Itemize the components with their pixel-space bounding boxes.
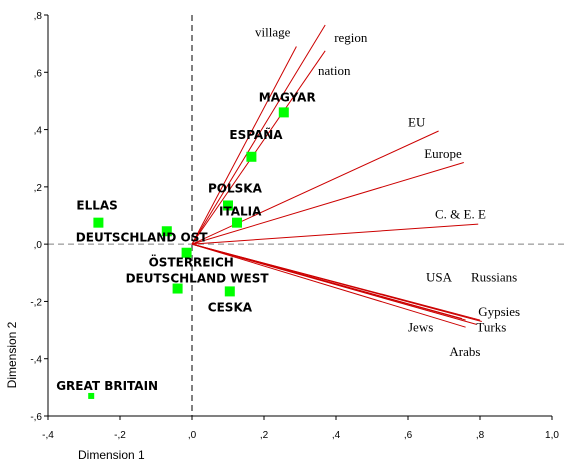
data-point <box>232 217 242 228</box>
data-point <box>224 286 235 297</box>
data-points <box>88 107 289 399</box>
vector-line <box>191 50 326 245</box>
vector-line <box>191 46 297 245</box>
point-label: POLSKA <box>208 181 263 195</box>
x-tick-label: -,4 <box>42 430 54 441</box>
point-label: DEUTSCHLAND OST <box>76 230 209 244</box>
data-point <box>278 107 289 118</box>
axes <box>44 14 553 420</box>
point-label: GREAT BRITAIN <box>56 379 158 393</box>
x-tick-label: ,6 <box>404 430 413 441</box>
y-axis-title: Dimension 2 <box>5 321 19 388</box>
point-label: CESKA <box>208 300 253 314</box>
reference-lines <box>48 15 564 416</box>
y-tick-label: -,4 <box>30 355 42 366</box>
x-tick-label: ,0 <box>188 430 197 441</box>
x-tick-label: ,2 <box>260 430 269 441</box>
data-point <box>246 151 257 162</box>
y-tick-label: ,2 <box>34 183 43 194</box>
vector-label: C. & E. E <box>435 206 486 221</box>
vector-line <box>191 243 466 321</box>
vector-label: Jews <box>408 320 433 335</box>
data-point <box>223 200 233 211</box>
vector-label: Turks <box>476 320 506 335</box>
y-tick-label: ,4 <box>34 126 43 137</box>
point-labels: MAGYAR ESPAÑA ELLAS POLSKA ITALIA DEUTSCHLAND… <box>56 90 315 393</box>
point-label: ESPAÑA <box>229 127 283 142</box>
vector-label: nation <box>318 63 351 78</box>
vector-label: Gypsies <box>478 304 520 319</box>
x-tick-label: 1,0 <box>545 430 559 441</box>
vector-line <box>191 24 326 245</box>
y-tick-label: -,2 <box>30 297 42 308</box>
vector-label: Russians <box>471 269 517 284</box>
x-tick-label: ,8 <box>476 430 485 441</box>
point-label: MAGYAR <box>259 90 316 104</box>
data-point <box>161 226 172 237</box>
y-tick-label: ,8 <box>34 11 43 22</box>
vector-line <box>191 243 466 328</box>
x-axis-title: Dimension 1 <box>78 448 145 462</box>
data-point <box>181 247 192 258</box>
vector-label: USA <box>426 269 453 284</box>
point-label: ELLAS <box>76 199 117 213</box>
x-tick-label: ,4 <box>332 430 341 441</box>
y-tick-label: -,6 <box>30 412 42 423</box>
vector-label: village <box>255 24 291 39</box>
y-tick-label: ,0 <box>34 240 43 251</box>
vector-label: EU <box>408 115 426 130</box>
vector-label: Europe <box>424 146 462 161</box>
data-point <box>93 217 104 228</box>
x-tick-label: -,2 <box>114 430 126 441</box>
vector-label: Arabs <box>449 344 480 359</box>
point-label: ITALIA <box>219 205 262 219</box>
vector-line <box>191 162 464 245</box>
y-tick-label: ,6 <box>34 68 43 79</box>
point-label: ÖSTERREICH <box>149 255 234 270</box>
data-point <box>88 392 95 399</box>
tick-labels: -,4 -,2,0,2,4,6,8 1,0,8,6,4,2,0-,2-,4-,6 <box>30 11 559 441</box>
data-point <box>172 283 183 294</box>
vector-label: region <box>334 30 368 45</box>
vector-labels: village region nation EU Europe C. & E. E USA R… <box>255 24 520 358</box>
vector-line <box>191 223 479 245</box>
point-label: DEUTSCHLAND WEST <box>126 272 270 286</box>
